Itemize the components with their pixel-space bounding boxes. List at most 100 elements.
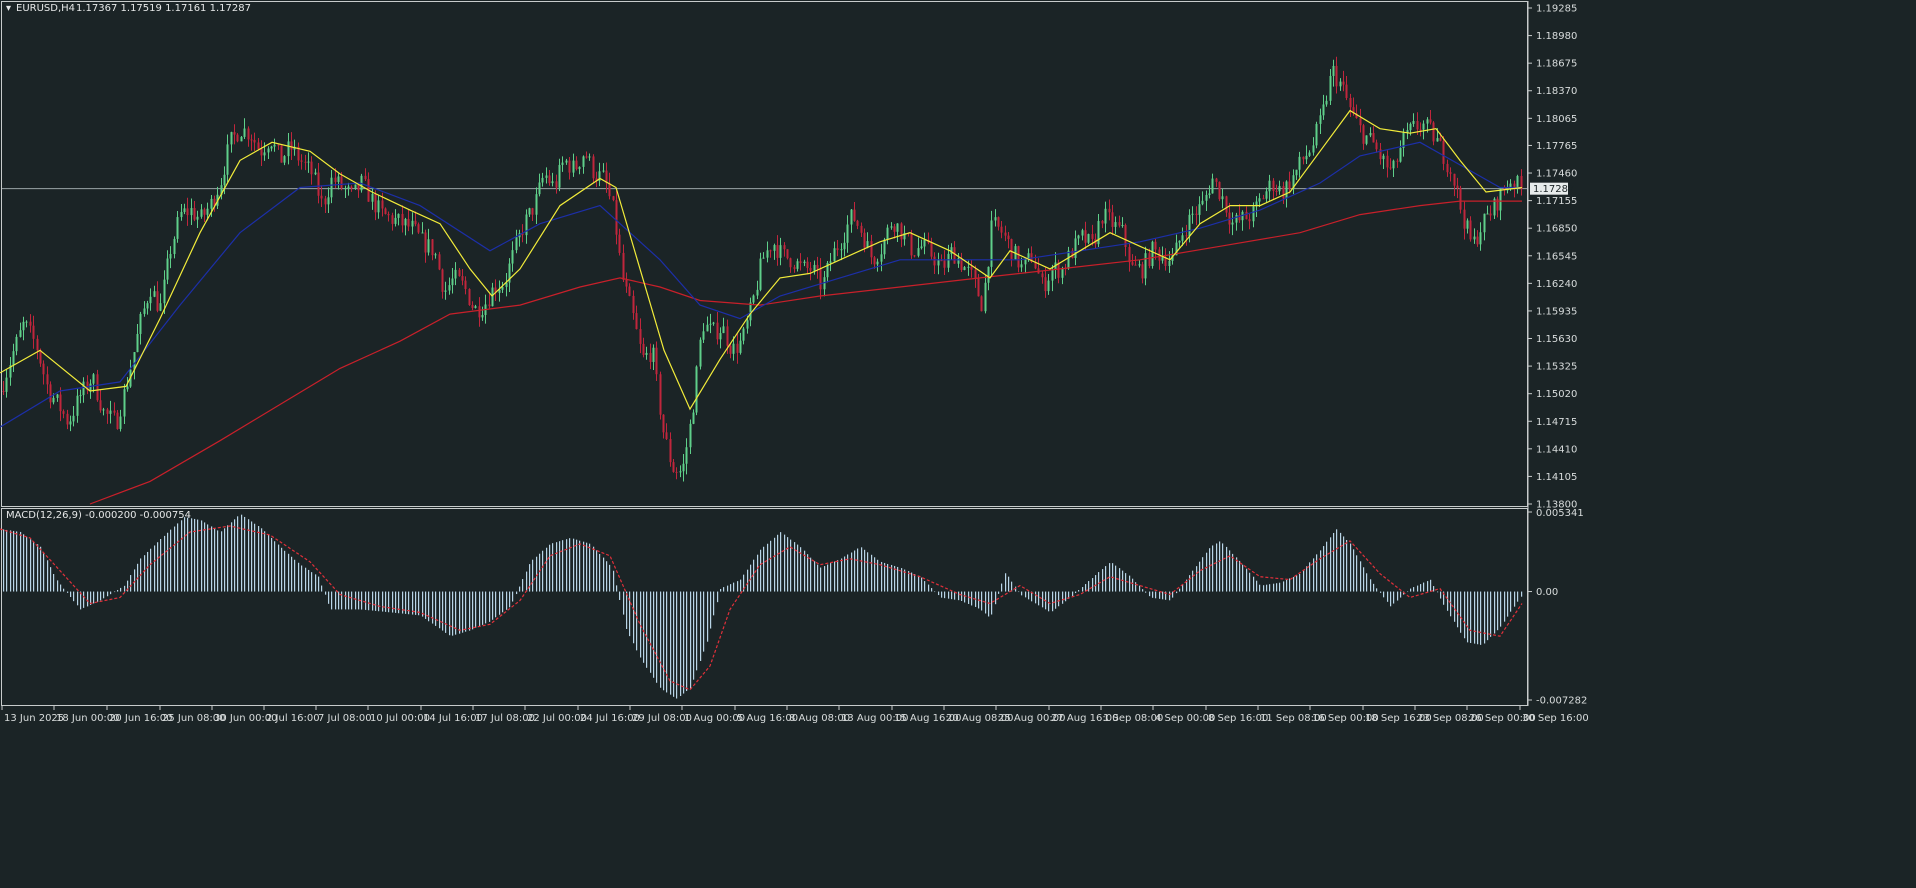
time-tick-label: 30 Sep 16:00 — [1522, 713, 1589, 724]
candle-body — [1138, 264, 1141, 266]
macd-bar — [1189, 575, 1191, 592]
candle-body — [679, 471, 682, 473]
candle-body — [850, 209, 853, 225]
candle-body — [789, 258, 792, 268]
candle-body — [169, 254, 172, 259]
macd-bar — [1443, 591, 1445, 605]
symbol-menu-icon[interactable]: ▾ — [6, 3, 11, 14]
macd-bar — [928, 584, 930, 592]
macd-bar — [887, 563, 889, 592]
candle-body — [1412, 120, 1415, 124]
macd-bar — [1283, 581, 1285, 592]
candle-body — [76, 395, 79, 416]
macd-bar — [459, 591, 461, 634]
price-tick-label: 1.15020 — [1536, 389, 1577, 400]
candle-body — [1121, 225, 1124, 227]
macd-bar — [673, 591, 675, 697]
candle-body — [662, 414, 665, 433]
candle-body — [1118, 222, 1121, 226]
macd-bar — [1393, 591, 1395, 604]
candle-body — [1175, 242, 1178, 256]
candle-body — [1409, 123, 1412, 131]
macd-bar — [1236, 557, 1238, 592]
macd-panel[interactable] — [0, 514, 1523, 699]
candle-body — [796, 261, 799, 269]
macd-bar — [693, 591, 695, 680]
macd-bar — [258, 526, 260, 592]
candle-body — [511, 250, 514, 264]
candle-body — [823, 277, 826, 290]
candle-body — [1161, 257, 1164, 261]
candle-body — [752, 295, 755, 303]
macd-bar — [1072, 591, 1074, 597]
candle-body — [561, 162, 564, 165]
candle-body — [933, 256, 936, 266]
macd-bar — [338, 591, 340, 610]
candle-body — [42, 363, 45, 375]
macd-bar — [542, 550, 544, 592]
candle-body — [692, 412, 695, 424]
macd-bar — [1001, 583, 1003, 592]
macd-bar — [1055, 591, 1057, 609]
macd-bar — [921, 577, 923, 592]
candle-body — [997, 217, 1000, 227]
moving-average-slow — [89, 200, 1522, 505]
macd-bar — [1159, 591, 1161, 599]
candle-body — [347, 186, 350, 189]
macd-bar — [120, 587, 122, 592]
macd-bar — [100, 591, 102, 601]
macd-bar — [774, 537, 776, 592]
price-tick-label: 1.14715 — [1536, 417, 1577, 428]
macd-bar — [90, 591, 92, 605]
candle-body — [1191, 213, 1194, 215]
macd-bar — [442, 591, 444, 631]
macd-bar — [519, 586, 521, 592]
macd-bar — [650, 591, 652, 673]
macd-bar — [1350, 543, 1352, 592]
macd-bar — [382, 591, 384, 612]
candle-body — [893, 226, 896, 232]
main-price-panel[interactable] — [0, 56, 1527, 505]
macd-bar — [552, 543, 554, 592]
macd-bar — [1390, 591, 1392, 607]
candle-body — [1091, 234, 1094, 239]
price-tick-label: 1.18980 — [1536, 31, 1577, 42]
macd-bar — [492, 591, 494, 620]
candle-body — [267, 148, 270, 153]
macd-bar — [355, 591, 357, 610]
macd-bar — [599, 553, 601, 592]
candle-body — [414, 220, 417, 225]
ohlc-values: 1.17367 1.17519 1.17161 1.17287 — [76, 3, 251, 14]
candle-body — [990, 220, 993, 267]
candle-body — [521, 233, 524, 236]
macd-bar — [1078, 590, 1080, 592]
time-tick-label: 22 Jul 00:00 — [527, 713, 587, 724]
candle-body — [1282, 186, 1285, 199]
macd-bar — [1256, 580, 1258, 592]
time-tick-label: 13 Jun 2025 — [4, 713, 64, 724]
candle-body — [317, 172, 320, 196]
macd-bar — [311, 572, 313, 592]
macd-bar — [392, 591, 394, 613]
price-tick-label: 1.18370 — [1536, 86, 1577, 97]
macd-bar — [328, 591, 330, 604]
macd-bar — [656, 591, 658, 683]
macd-bar — [1155, 591, 1157, 599]
macd-bar — [87, 591, 89, 607]
candle-body — [572, 160, 575, 173]
macd-tick-label: 0.00 — [1536, 587, 1558, 598]
macd-bar — [790, 539, 792, 592]
macd-bar — [948, 591, 950, 599]
macd-bar — [1222, 543, 1224, 592]
macd-bar — [1437, 591, 1439, 593]
macd-bar — [1320, 550, 1322, 592]
symbol-label: EURUSD,H4 — [16, 3, 75, 14]
candle-body — [1442, 140, 1445, 164]
macd-bar — [465, 591, 467, 632]
macd-bar — [47, 560, 49, 592]
macd-bar — [747, 569, 749, 592]
candle-body — [1061, 268, 1064, 278]
macd-bar — [291, 556, 293, 592]
candle-body — [923, 240, 926, 247]
